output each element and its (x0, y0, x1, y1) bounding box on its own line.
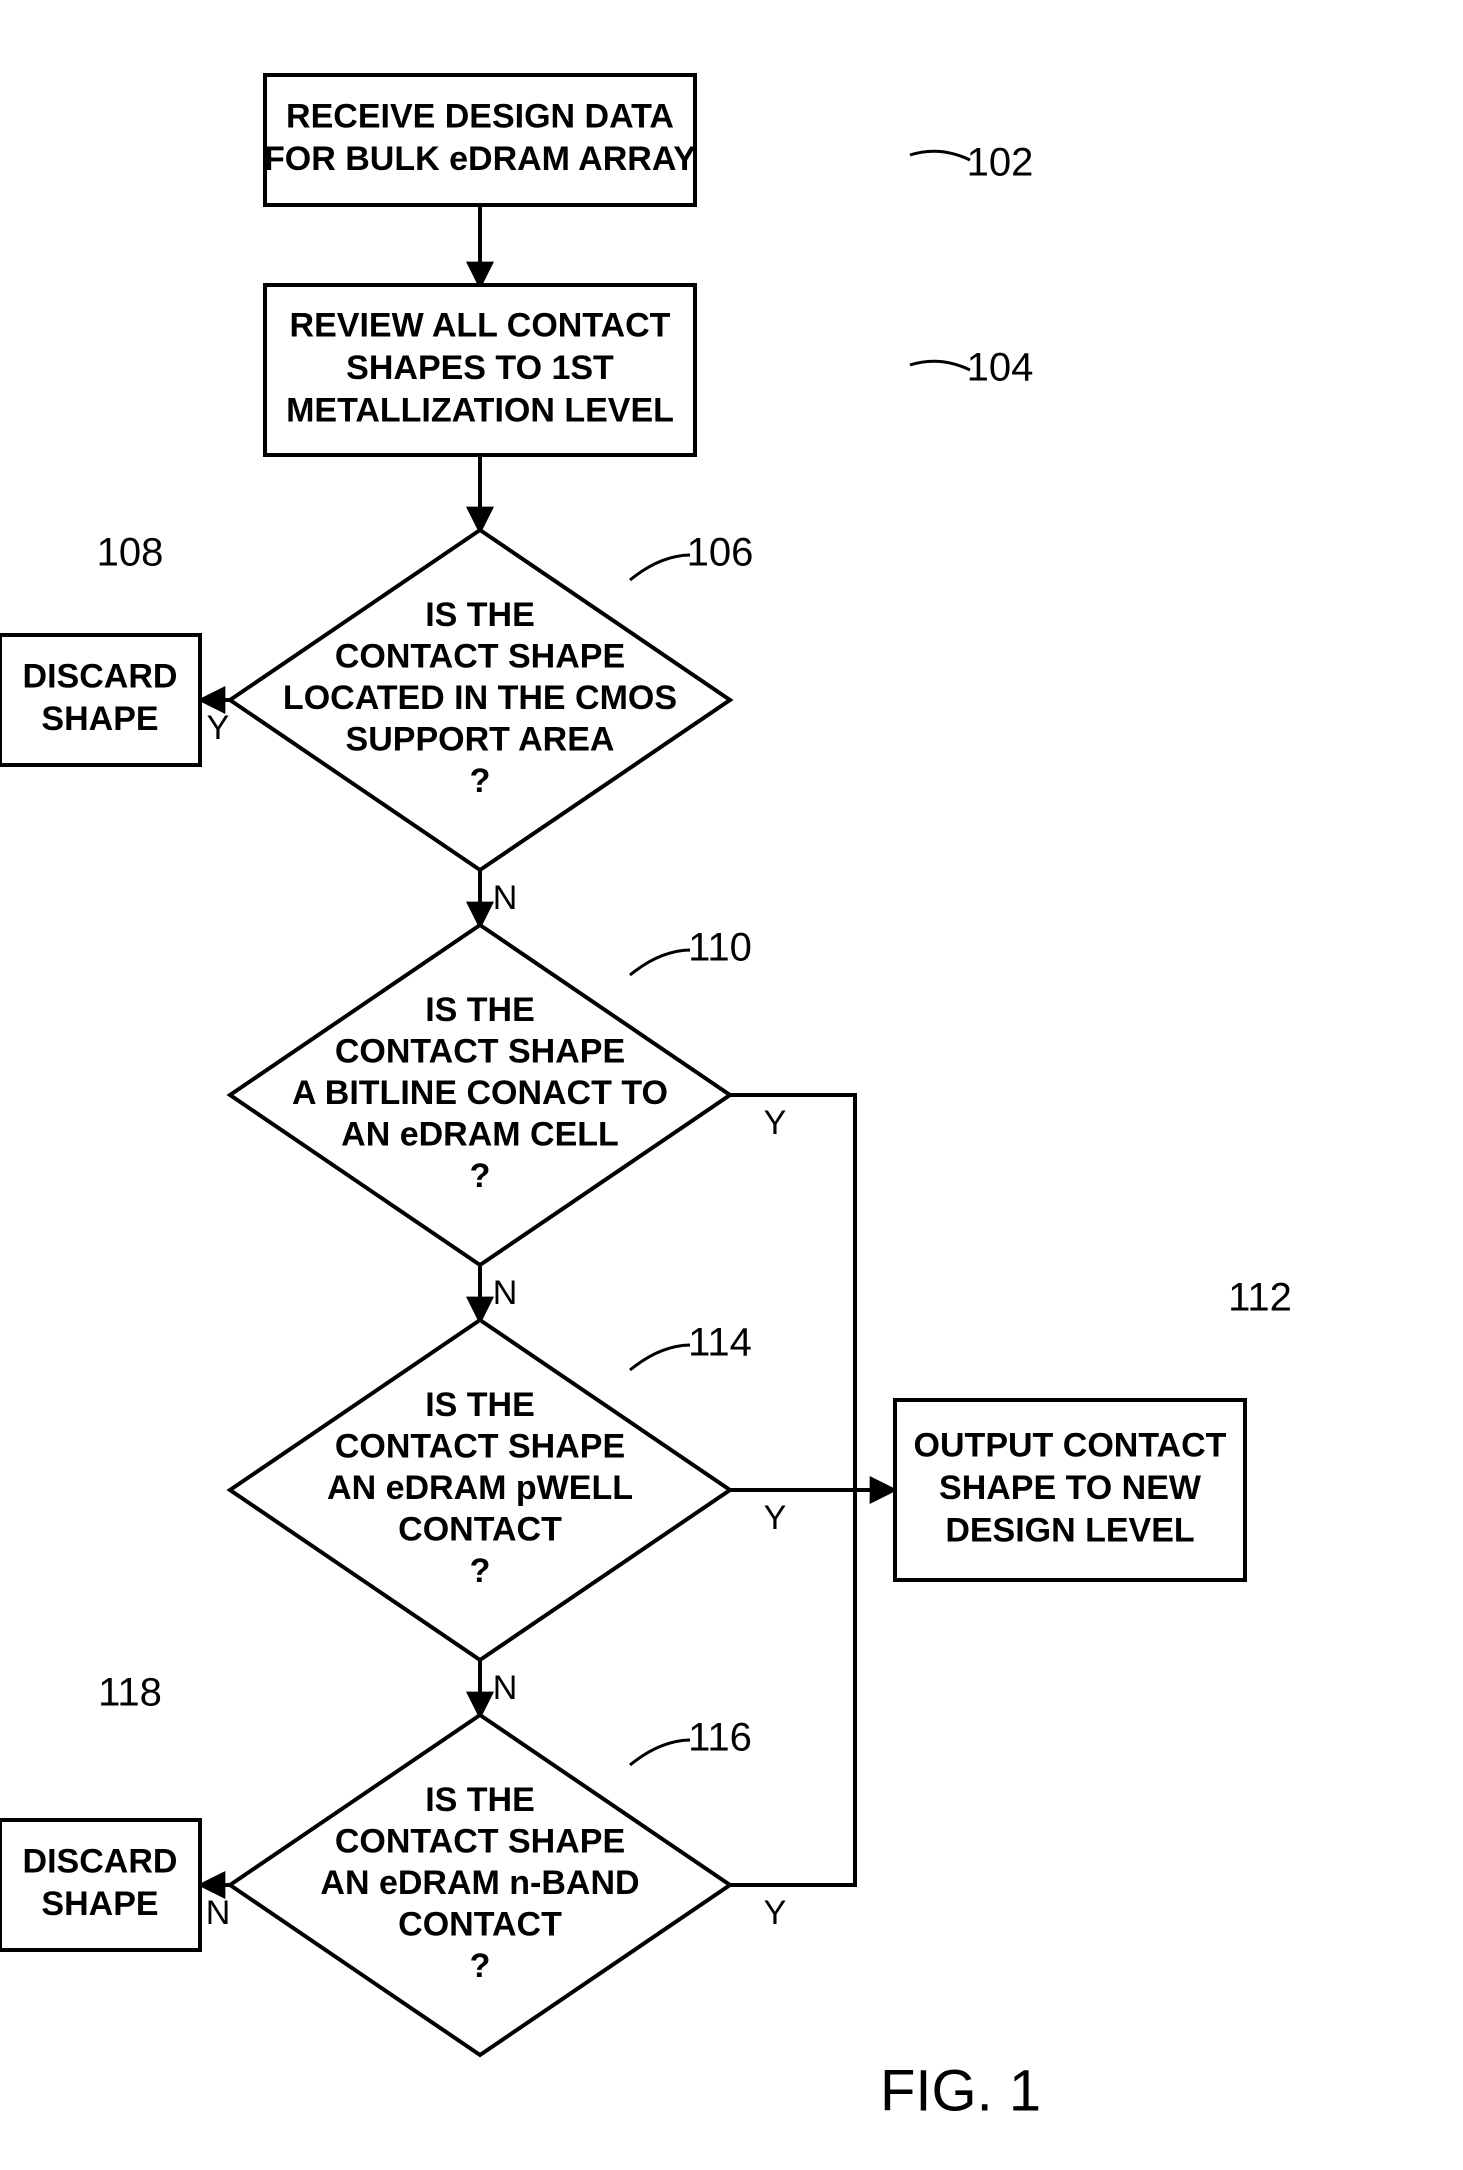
process-112: OUTPUT CONTACT SHAPE TO NEW DESIGN LEVEL (895, 1400, 1245, 1580)
node-text: SHAPES TO 1ST (346, 349, 614, 387)
process-104: REVIEW ALL CONTACT SHAPES TO 1ST METALLIZA… (265, 285, 695, 455)
ref-label-104: 104 (967, 346, 1034, 390)
node-text: FOR BULK eDRAM ARRAY (264, 140, 696, 178)
edge-label: N (206, 1894, 231, 1932)
leader-104 (910, 361, 970, 370)
node-text: CONTACT (398, 1905, 562, 1943)
node-text: SHAPE TO NEW (939, 1469, 1202, 1507)
ref-label-110: 110 (688, 926, 752, 970)
node-text: AN eDRAM pWELL (327, 1469, 633, 1507)
leader-102 (910, 151, 970, 160)
node-text: A BITLINE CONACT TO (292, 1074, 668, 1112)
leader-114 (630, 1345, 690, 1370)
edge-label: N (493, 1669, 518, 1707)
node-text: ? (470, 1552, 491, 1590)
node-text: CONTACT (398, 1510, 562, 1548)
node-text: AN eDRAM n-BAND (320, 1864, 639, 1902)
decision-114: IS THE CONTACT SHAPEAN eDRAM pWELLCONTACT… (230, 1320, 730, 1660)
node-text: IS THE (425, 991, 535, 1029)
decision-116: IS THE CONTACT SHAPEAN eDRAM n-BANDCONTAC… (230, 1715, 730, 2055)
decision-106: IS THE CONTACT SHAPELOCATED IN THE CMOSSU… (230, 530, 730, 870)
ref-label-102: 102 (967, 141, 1034, 185)
edge-label: N (493, 879, 518, 917)
node-text: IS THE (425, 596, 535, 634)
node-text: DISCARD (23, 658, 178, 696)
process-108: DISCARD SHAPE (0, 635, 200, 765)
node-text: SHAPE (41, 1885, 158, 1923)
edge-label: Y (764, 1499, 787, 1537)
node-text: RECEIVE DESIGN DATA (286, 98, 674, 136)
node-text: IS THE (425, 1781, 535, 1819)
leader-110 (630, 950, 690, 975)
ref-label-114: 114 (688, 1321, 752, 1365)
edge-n116-n112 (730, 1490, 855, 1885)
node-text: DESIGN LEVEL (945, 1511, 1194, 1549)
node-text: ? (470, 762, 491, 800)
node-text: IS THE (425, 1386, 535, 1424)
node-text: OUTPUT CONTACT (914, 1426, 1227, 1464)
node-text: DISCARD (23, 1843, 178, 1881)
node-text: SHAPE (41, 700, 158, 738)
node-text: CONTACT SHAPE (335, 1823, 625, 1861)
ref-label-116: 116 (688, 1716, 752, 1760)
flowchart-figure: Y N Y N Y N Y N RECEIVE DESIGN DATA FOR BULK eDRA… (0, 0, 1463, 2170)
process-118: DISCARD SHAPE (0, 1820, 200, 1950)
node-text: CONTACT SHAPE (335, 1428, 625, 1466)
ref-label-106: 106 (687, 531, 754, 575)
ref-label-112: 112 (1228, 1276, 1292, 1320)
figure-title: FIG. 1 (880, 2058, 1041, 2123)
edge-label: Y (764, 1104, 787, 1142)
node-text: ? (470, 1157, 491, 1195)
node-text: CONTACT SHAPE (335, 1033, 625, 1071)
edge-label: Y (764, 1894, 787, 1932)
process-102: RECEIVE DESIGN DATA FOR BULK eDRAM ARRAY (264, 75, 696, 205)
ref-label-108: 108 (97, 531, 164, 575)
node-text: CONTACT SHAPE (335, 638, 625, 676)
leader-106 (630, 555, 690, 580)
ref-label-118: 118 (98, 1671, 162, 1715)
node-text: LOCATED IN THE CMOS (283, 679, 677, 717)
node-text: AN eDRAM CELL (341, 1115, 619, 1153)
edge-label: N (493, 1274, 518, 1312)
edge-label: Y (207, 709, 230, 747)
node-text: SUPPORT AREA (346, 720, 615, 758)
node-text: METALLIZATION LEVEL (286, 391, 674, 429)
leader-116 (630, 1740, 690, 1765)
decision-110: IS THE CONTACT SHAPEA BITLINE CONACT TOAN… (230, 925, 730, 1265)
node-text: REVIEW ALL CONTACT (290, 306, 671, 344)
node-text: ? (470, 1947, 491, 1985)
edge-n110-n112 (730, 1095, 855, 1490)
